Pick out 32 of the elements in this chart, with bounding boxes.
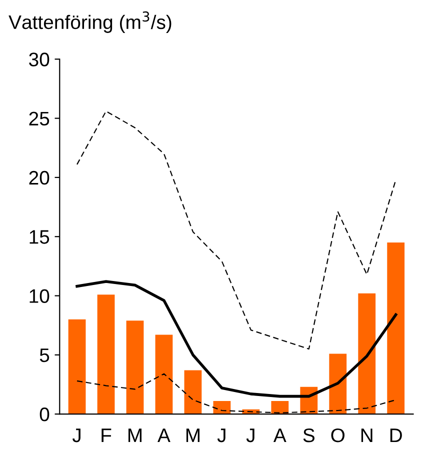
x-tick-label: N bbox=[361, 428, 372, 442]
line-series bbox=[76, 110, 396, 350]
x-tick-label: A bbox=[158, 428, 170, 442]
y-tick-label: 25 bbox=[29, 112, 50, 126]
x-tick-label: O bbox=[331, 428, 344, 442]
x-tick-label: D bbox=[390, 428, 402, 442]
y-tick-label: 10 bbox=[30, 289, 50, 303]
bar bbox=[213, 401, 231, 414]
line-series bbox=[76, 280, 398, 398]
y-tick-label: 5 bbox=[40, 348, 50, 362]
x-tick-label: J bbox=[217, 428, 226, 442]
y-tick-label: 0 bbox=[40, 408, 50, 422]
bar bbox=[68, 319, 86, 414]
x-tick-label: M bbox=[186, 428, 200, 442]
bar bbox=[155, 334, 173, 414]
bar bbox=[126, 320, 144, 414]
bar bbox=[358, 293, 376, 414]
bar bbox=[271, 401, 289, 414]
chart-title: Vattenföring (m$^{3}$/s) bbox=[8, 11, 172, 33]
x-tick-label: F bbox=[102, 428, 112, 442]
bar bbox=[387, 242, 405, 414]
x-tick-label: J bbox=[72, 428, 80, 442]
bar bbox=[184, 370, 202, 414]
bar bbox=[97, 294, 115, 414]
y-tick-label: 20 bbox=[29, 170, 50, 185]
bar bbox=[329, 354, 347, 414]
x-tick-label: M bbox=[128, 428, 142, 442]
y-tick-label: 30 bbox=[29, 52, 50, 66]
x-tick-label: A bbox=[273, 428, 286, 442]
x-tick-label: S bbox=[303, 428, 314, 442]
x-tick-label: J bbox=[246, 428, 254, 442]
y-tick-label: 15 bbox=[30, 230, 50, 244]
